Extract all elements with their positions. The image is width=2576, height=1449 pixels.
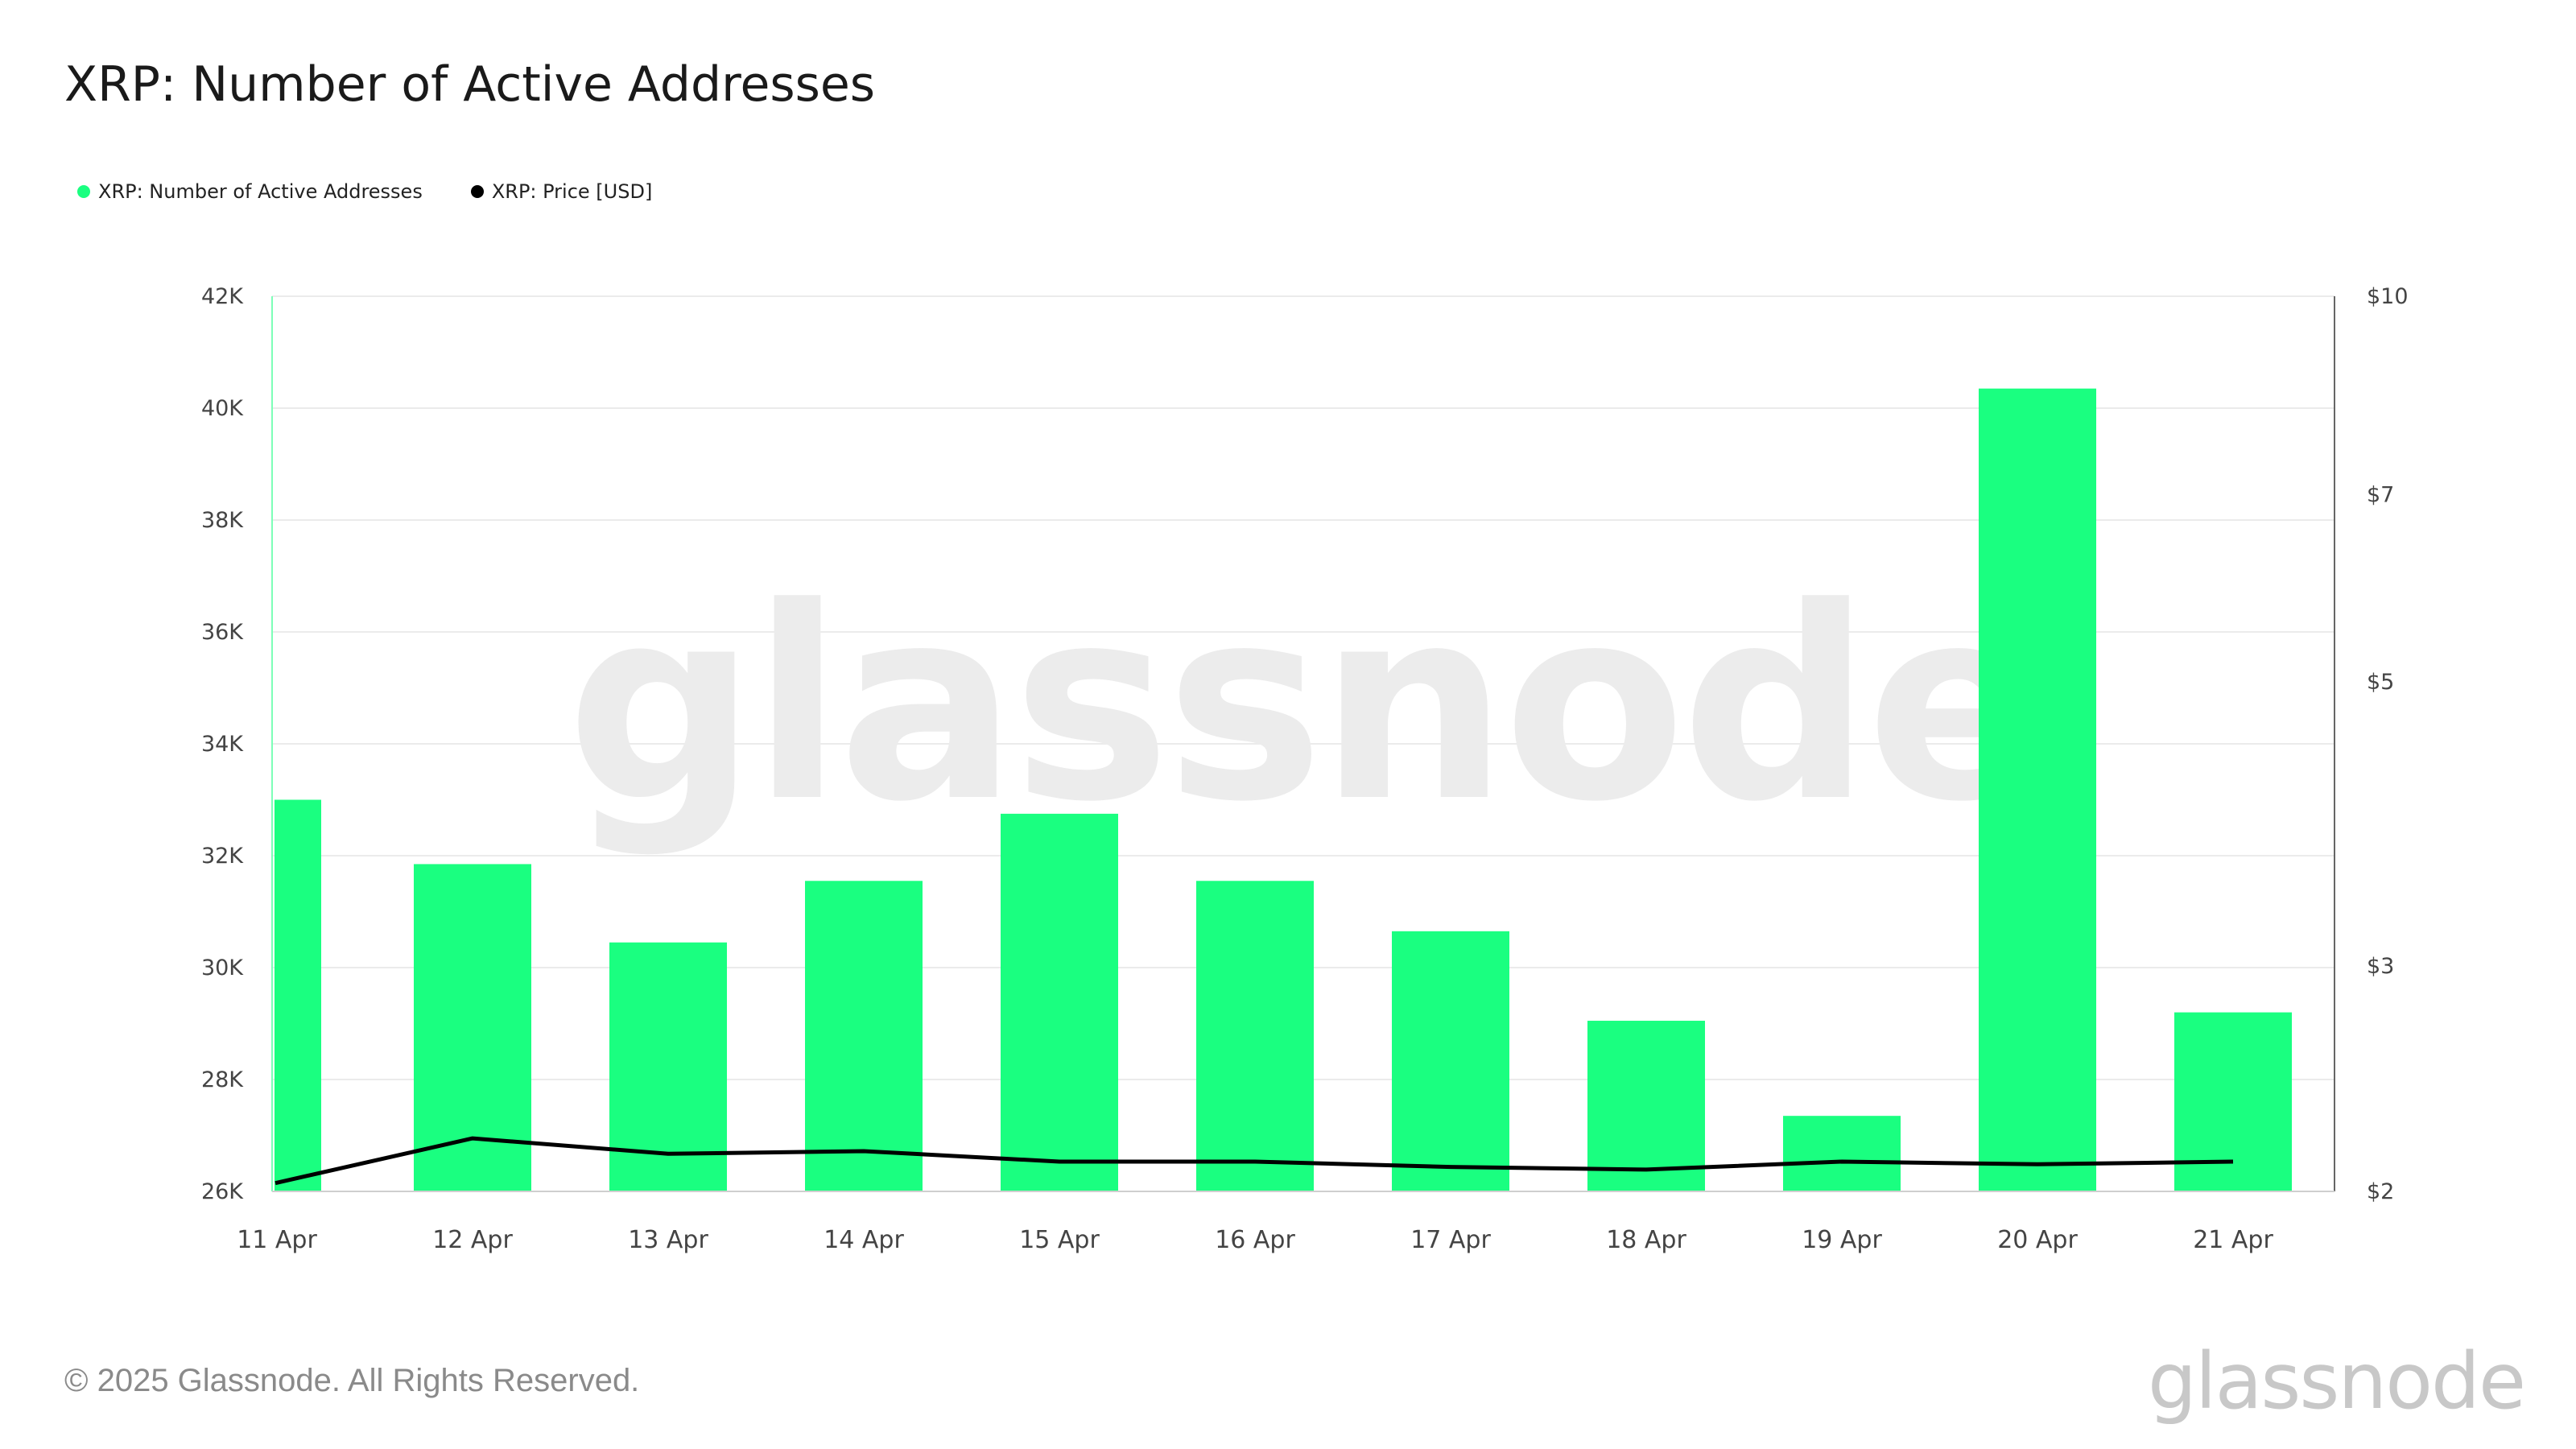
legend: XRP: Number of Active Addresses XRP: Pri…	[77, 180, 700, 203]
legend-label-price: XRP: Price [USD]	[491, 180, 653, 203]
y-right-tick-label: $7	[2367, 482, 2394, 507]
bar	[2174, 1012, 2292, 1191]
bar	[1979, 388, 2096, 1191]
legend-item-active-addresses[interactable]: XRP: Number of Active Addresses	[77, 180, 423, 203]
y-left-tick-label: 36K	[201, 620, 244, 645]
bar	[1587, 1021, 1705, 1191]
y-left-tick-label: 40K	[201, 396, 244, 421]
legend-label-active-addresses: XRP: Number of Active Addresses	[98, 180, 423, 203]
legend-marker-active-addresses	[77, 185, 90, 198]
price-line-group	[275, 1136, 2234, 1186]
x-tick-label: 21 Apr	[2193, 1226, 2273, 1254]
price-line	[275, 1136, 2234, 1186]
axes: 26K 28K 30K 32K 34K 36K 38K 40K 42K $2 $3 $5 $7 $10 11…	[201, 284, 2409, 1254]
bar	[1001, 813, 1118, 1191]
x-tick-label: 13 Apr	[628, 1226, 708, 1254]
x-tick-label: 19 Apr	[1802, 1226, 1882, 1254]
x-tick-label: 12 Apr	[432, 1226, 513, 1254]
y-left-tick-label: 38K	[201, 508, 244, 533]
y-right-tick-label: $10	[2367, 284, 2409, 309]
legend-marker-price	[470, 185, 484, 198]
x-tick-label: 20 Apr	[1997, 1226, 2078, 1254]
x-tick-label: 11 Apr	[237, 1226, 317, 1254]
watermark: glassnode	[567, 551, 2042, 860]
brand-logo: glassnode	[2147, 1336, 2526, 1426]
bars	[275, 388, 2292, 1191]
bar	[805, 881, 923, 1191]
y-left-tick-label: 42K	[201, 284, 244, 309]
chart-title: XRP: Number of Active Addresses	[64, 56, 876, 113]
y-left-tick-label: 30K	[201, 956, 244, 980]
bar	[1392, 931, 1509, 1191]
bar	[1783, 1116, 1901, 1191]
x-tick-label: 17 Apr	[1410, 1226, 1491, 1254]
copyright-footer: © 2025 Glassnode. All Rights Reserved.	[64, 1363, 640, 1398]
x-tick-label: 14 Apr	[824, 1226, 904, 1254]
bar	[275, 799, 321, 1191]
y-left-tick-label: 32K	[201, 844, 244, 869]
y-right-tick-label: $3	[2367, 954, 2394, 979]
y-right-tick-label: $5	[2367, 670, 2394, 695]
y-left-tick-label: 34K	[201, 732, 244, 757]
y-left-tick-label: 26K	[201, 1179, 244, 1204]
bar	[1196, 881, 1314, 1191]
x-tick-label: 18 Apr	[1606, 1226, 1686, 1254]
legend-item-price[interactable]: XRP: Price [USD]	[470, 180, 653, 203]
y-right-tick-label: $2	[2367, 1179, 2394, 1204]
y-left-tick-label: 28K	[201, 1067, 244, 1092]
x-tick-label: 15 Apr	[1019, 1226, 1100, 1254]
x-tick-label: 16 Apr	[1215, 1226, 1295, 1254]
